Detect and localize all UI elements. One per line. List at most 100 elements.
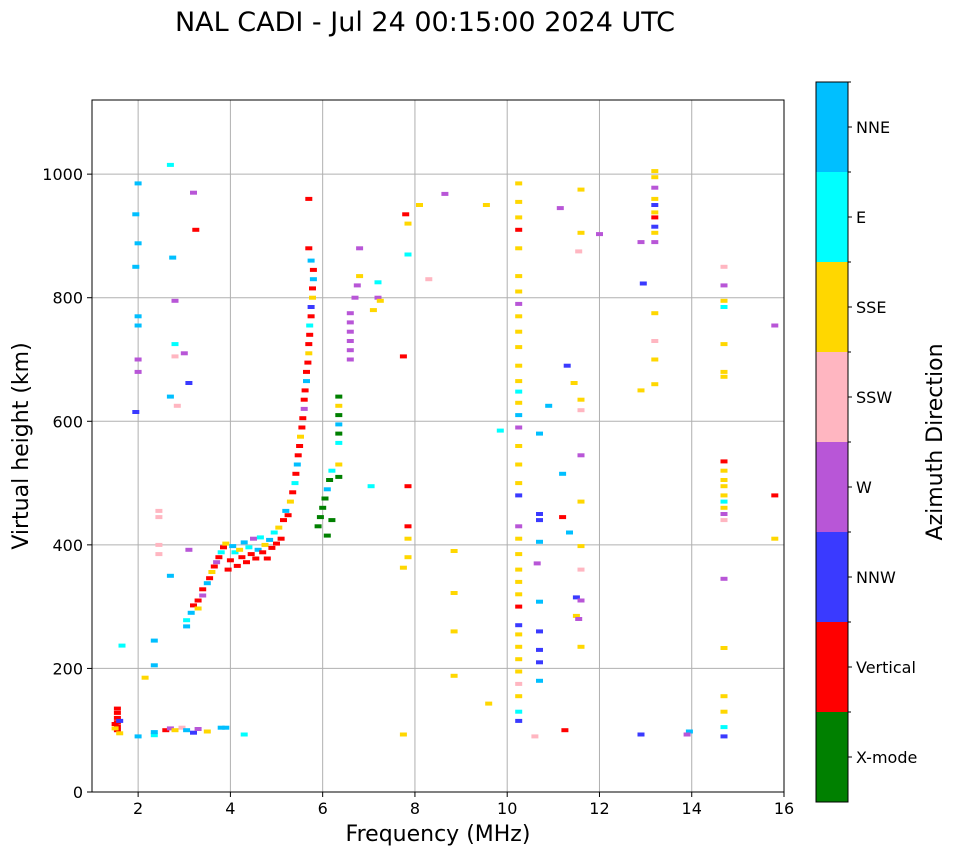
echo-point-x-mode bbox=[323, 533, 331, 538]
colorbar-segment-vertical bbox=[816, 622, 848, 712]
echo-point-w bbox=[190, 190, 197, 195]
echo-point-vertical bbox=[771, 493, 779, 498]
echo-point-e bbox=[183, 618, 191, 623]
echo-point-sse bbox=[720, 484, 728, 489]
echo-point-w bbox=[577, 453, 585, 458]
echo-point-w bbox=[596, 232, 603, 237]
echo-point-w bbox=[250, 536, 257, 541]
echo-point-w bbox=[346, 339, 354, 343]
echo-point-vertical bbox=[113, 706, 121, 711]
echo-point-sse bbox=[515, 199, 523, 204]
echo-point-vertical bbox=[199, 587, 207, 592]
echo-point-sse bbox=[515, 400, 523, 405]
echo-point-sse bbox=[720, 298, 728, 303]
echo-point-sse bbox=[570, 381, 578, 385]
colorbar-label: X-mode bbox=[856, 748, 917, 767]
chart-title: NAL CADI - Jul 24 00:15:00 2024 UTC bbox=[175, 7, 675, 38]
echo-point-w bbox=[720, 512, 728, 516]
echo-point-sse bbox=[515, 592, 523, 597]
echo-point-nne bbox=[282, 508, 290, 513]
echo-point-sse bbox=[651, 210, 659, 215]
echo-point-ssw bbox=[155, 542, 163, 547]
echo-point-vertical bbox=[404, 484, 412, 489]
echo-point-vertical bbox=[206, 576, 214, 581]
echo-point-ssw bbox=[178, 725, 186, 730]
echo-point-sse bbox=[720, 694, 728, 699]
echo-point-vertical bbox=[304, 360, 312, 365]
colorbar-label: W bbox=[856, 478, 872, 497]
echo-point-nnw bbox=[639, 281, 647, 286]
echo-point-sse bbox=[720, 646, 728, 650]
echo-point-w bbox=[515, 425, 523, 430]
echo-point-sse bbox=[577, 397, 585, 402]
x-tick-label: 2 bbox=[133, 799, 143, 818]
plot-grid bbox=[92, 100, 784, 792]
echo-point-nne bbox=[307, 258, 315, 263]
echo-point-nnw bbox=[515, 718, 523, 723]
echo-point-nnw bbox=[563, 363, 571, 368]
echo-point-sse bbox=[399, 565, 407, 570]
echo-point-w bbox=[515, 524, 523, 529]
echo-point-e bbox=[515, 389, 523, 394]
colorbar-segment-nne bbox=[816, 82, 848, 172]
echo-point-sse bbox=[416, 203, 423, 207]
echo-point-sse bbox=[577, 230, 585, 235]
echo-point-vertical bbox=[305, 342, 313, 347]
colorbar-title: Azimuth Direction bbox=[923, 343, 948, 540]
echo-point-vertical bbox=[194, 598, 202, 603]
echo-point-nnw bbox=[572, 595, 580, 600]
echo-point-w bbox=[720, 576, 728, 581]
echo-point-vertical bbox=[309, 267, 317, 272]
echo-point-x-mode bbox=[321, 496, 329, 501]
echo-point-w bbox=[346, 311, 354, 316]
echo-point-sse bbox=[515, 536, 523, 541]
echo-point-w bbox=[351, 295, 359, 300]
echo-point-nne bbox=[132, 212, 140, 217]
echo-point-w bbox=[171, 298, 179, 303]
x-axis-label: Frequency (MHz) bbox=[346, 822, 531, 847]
echo-point-vertical bbox=[301, 388, 309, 393]
echo-point-vertical bbox=[233, 563, 241, 568]
echo-point-sse bbox=[450, 549, 458, 553]
echo-point-vertical bbox=[307, 314, 315, 319]
echo-point-sse bbox=[771, 536, 779, 541]
echo-point-sse bbox=[651, 382, 659, 387]
echo-point-sse bbox=[194, 606, 202, 611]
echo-point-vertical bbox=[303, 369, 310, 374]
echo-point-e bbox=[291, 481, 299, 486]
echo-point-nne bbox=[559, 471, 567, 476]
echo-point-ssw bbox=[155, 508, 163, 513]
echo-point-e bbox=[515, 709, 523, 714]
echo-point-nnw bbox=[307, 305, 315, 309]
echo-point-x-mode bbox=[335, 431, 343, 436]
echo-point-nnw bbox=[651, 224, 659, 229]
echo-point-e bbox=[404, 252, 412, 257]
echo-point-sse bbox=[720, 709, 728, 714]
echo-point-w bbox=[637, 240, 645, 245]
echo-point-e bbox=[118, 643, 126, 648]
echo-point-w bbox=[556, 206, 564, 211]
echo-point-sse bbox=[515, 552, 523, 557]
echo-point-ssw bbox=[577, 567, 585, 572]
colorbar: X-mode Vertical NNW W SSW SSE E NNE bbox=[815, 81, 917, 803]
echo-point-nnw bbox=[190, 730, 197, 735]
echo-point-vertical bbox=[113, 715, 121, 720]
echo-point-ssw bbox=[173, 403, 181, 408]
x-tick-label: 14 bbox=[682, 799, 702, 818]
echo-point-sse bbox=[515, 215, 523, 220]
echo-point-sse bbox=[651, 169, 659, 174]
echo-point-sse bbox=[720, 369, 728, 374]
echo-point-w bbox=[213, 560, 221, 565]
echo-point-nne bbox=[293, 462, 301, 467]
y-tick-label: 400 bbox=[52, 536, 83, 555]
echo-point-vertical bbox=[238, 555, 246, 560]
echo-point-sse bbox=[515, 669, 523, 674]
colorbar-label: SSW bbox=[856, 388, 892, 407]
echo-point-sse bbox=[450, 629, 458, 634]
x-tick-label: 8 bbox=[410, 799, 420, 818]
echo-point-vertical bbox=[259, 550, 267, 555]
echo-point-nne bbox=[132, 264, 140, 269]
x-axis-ticks: 2 4 6 8 10 12 14 16 bbox=[133, 792, 794, 818]
echo-point-w bbox=[180, 351, 188, 356]
echo-point-ssw bbox=[155, 552, 163, 557]
